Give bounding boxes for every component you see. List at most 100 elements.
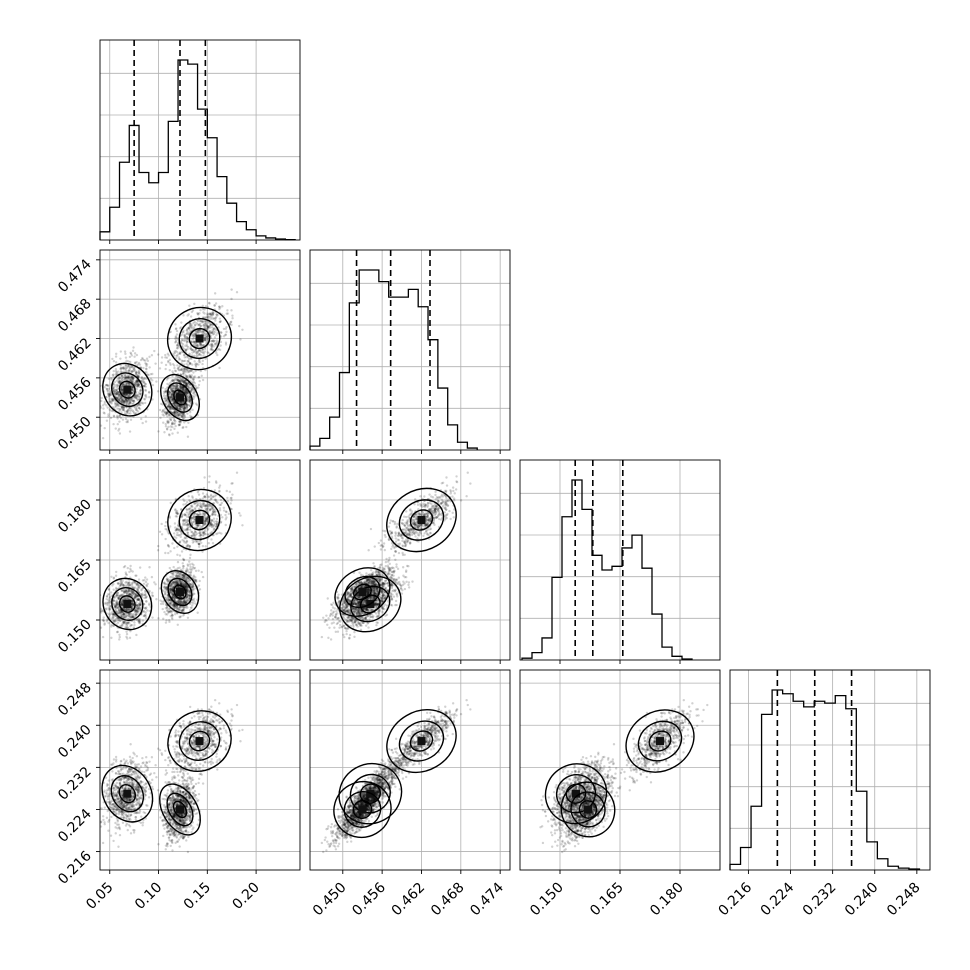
point bbox=[190, 348, 193, 352]
point bbox=[124, 376, 128, 379]
point bbox=[133, 368, 136, 371]
point bbox=[175, 354, 178, 358]
point bbox=[185, 332, 189, 335]
point bbox=[177, 411, 181, 415]
point bbox=[185, 501, 189, 504]
point bbox=[171, 604, 175, 608]
point bbox=[198, 312, 201, 315]
point bbox=[175, 411, 179, 415]
point bbox=[170, 388, 173, 391]
point bbox=[171, 596, 174, 599]
point bbox=[189, 606, 193, 609]
point bbox=[179, 401, 183, 404]
point bbox=[185, 340, 189, 344]
point bbox=[175, 385, 178, 389]
point bbox=[122, 400, 125, 403]
point bbox=[176, 414, 180, 417]
point bbox=[181, 600, 184, 604]
point bbox=[171, 407, 174, 410]
point bbox=[127, 608, 130, 612]
point bbox=[134, 362, 137, 365]
point bbox=[176, 404, 179, 408]
point bbox=[117, 393, 120, 397]
point bbox=[179, 407, 182, 410]
point bbox=[175, 377, 178, 381]
point bbox=[135, 406, 138, 410]
point bbox=[143, 397, 146, 401]
point bbox=[116, 387, 120, 390]
point bbox=[182, 367, 186, 371]
point bbox=[183, 379, 186, 383]
point bbox=[124, 616, 128, 619]
point bbox=[178, 380, 181, 384]
point bbox=[141, 402, 145, 405]
point bbox=[167, 421, 170, 425]
point bbox=[187, 345, 190, 349]
point bbox=[144, 591, 147, 595]
point bbox=[173, 411, 176, 415]
point bbox=[203, 337, 206, 340]
point bbox=[122, 406, 125, 409]
point bbox=[159, 402, 163, 406]
point bbox=[163, 411, 166, 414]
point bbox=[132, 369, 135, 372]
point bbox=[206, 327, 210, 330]
point bbox=[192, 520, 196, 524]
point bbox=[211, 317, 215, 320]
point bbox=[128, 584, 131, 587]
point bbox=[136, 609, 139, 613]
point bbox=[158, 408, 162, 412]
point bbox=[121, 388, 124, 392]
point bbox=[191, 581, 194, 584]
point bbox=[194, 348, 197, 352]
point bbox=[125, 630, 128, 633]
point bbox=[114, 393, 118, 396]
point bbox=[181, 400, 184, 404]
point bbox=[118, 397, 121, 401]
point bbox=[194, 369, 197, 373]
point bbox=[135, 379, 139, 383]
point bbox=[114, 361, 118, 364]
point bbox=[213, 336, 217, 339]
point bbox=[124, 376, 127, 379]
point bbox=[131, 375, 135, 379]
point bbox=[117, 404, 121, 408]
point bbox=[165, 412, 169, 416]
point bbox=[129, 401, 132, 405]
point bbox=[124, 590, 128, 593]
contour-1-0 bbox=[160, 373, 200, 422]
point bbox=[117, 393, 121, 396]
point bbox=[175, 579, 179, 583]
point bbox=[131, 377, 135, 381]
point bbox=[192, 582, 195, 586]
point bbox=[137, 381, 140, 384]
point bbox=[118, 638, 121, 641]
point bbox=[201, 351, 205, 354]
point bbox=[115, 392, 118, 396]
point bbox=[117, 380, 121, 383]
point bbox=[174, 413, 177, 416]
point bbox=[116, 415, 119, 419]
point bbox=[110, 636, 113, 640]
point bbox=[123, 400, 126, 404]
point bbox=[239, 338, 242, 341]
point bbox=[115, 593, 119, 596]
point bbox=[205, 509, 208, 512]
point bbox=[188, 398, 191, 402]
point bbox=[186, 528, 190, 531]
point bbox=[110, 617, 113, 620]
point bbox=[173, 366, 176, 370]
point bbox=[192, 391, 195, 395]
point bbox=[131, 375, 134, 379]
point bbox=[142, 385, 146, 388]
point bbox=[131, 377, 134, 381]
point bbox=[127, 395, 130, 398]
point bbox=[135, 360, 138, 364]
point bbox=[168, 391, 171, 394]
point bbox=[138, 602, 141, 606]
point bbox=[183, 602, 186, 605]
point bbox=[183, 339, 186, 343]
point bbox=[132, 388, 135, 391]
point bbox=[188, 369, 192, 372]
point bbox=[190, 348, 193, 351]
